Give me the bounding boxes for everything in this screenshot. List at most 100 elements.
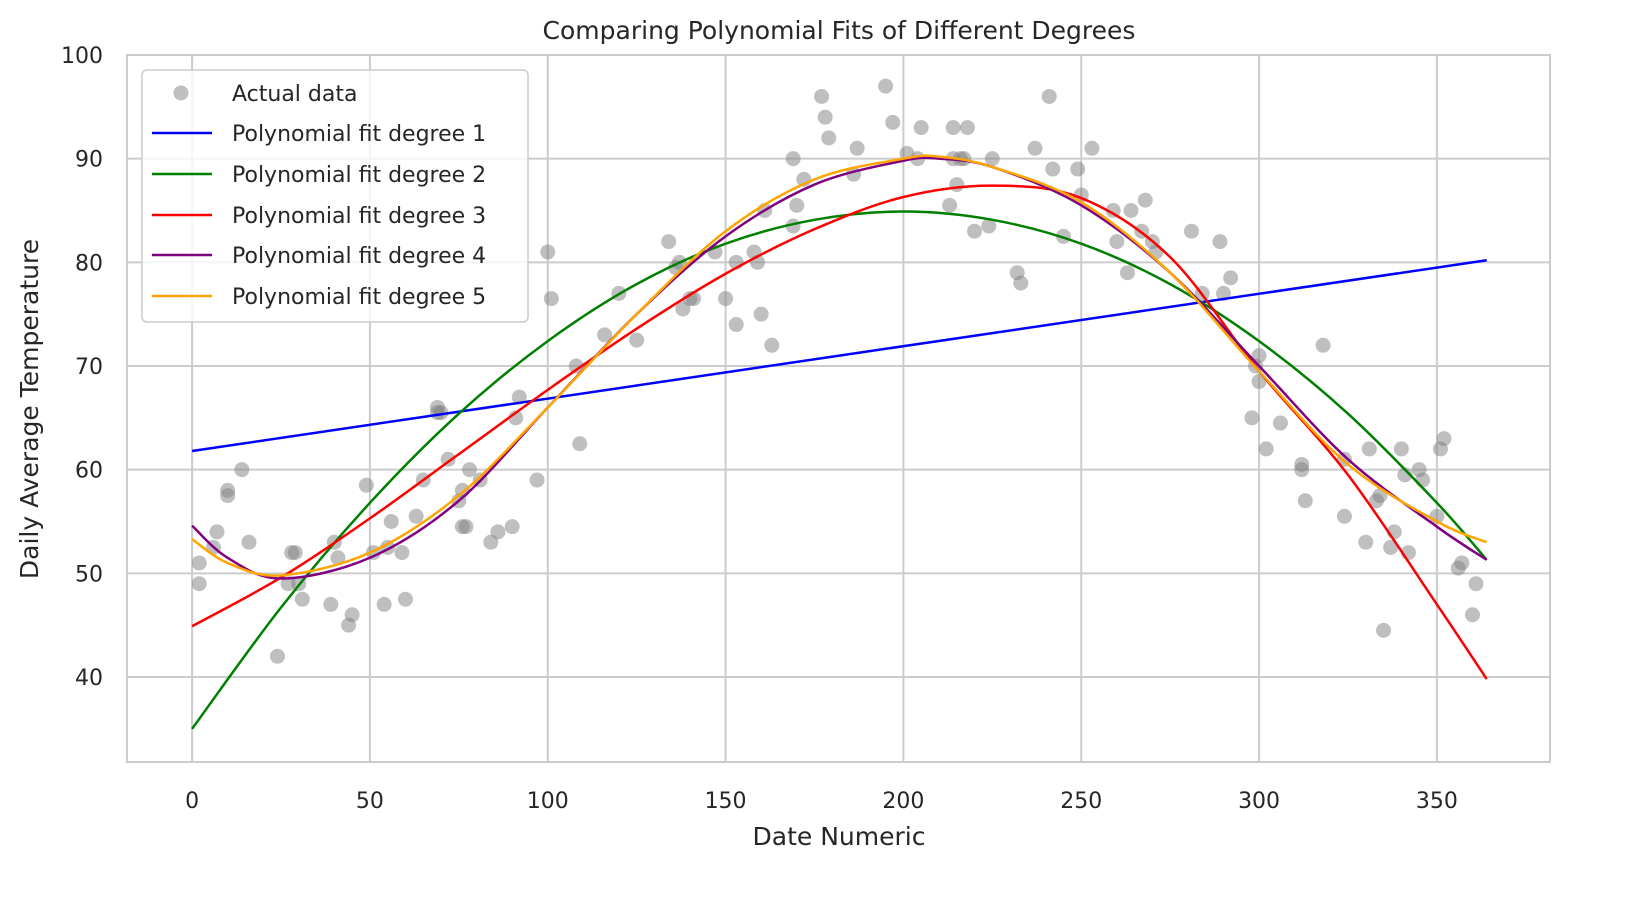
data-point bbox=[1272, 415, 1288, 431]
data-point bbox=[1464, 607, 1480, 623]
x-tick-label: 350 bbox=[1416, 789, 1458, 814]
y-tick-label: 100 bbox=[61, 44, 103, 69]
fit-line-degree-4 bbox=[191, 156, 1488, 580]
data-point bbox=[1223, 270, 1239, 286]
data-point bbox=[764, 337, 780, 353]
x-tick-label: 50 bbox=[356, 789, 384, 814]
chart-title: Comparing Polynomial Fits of Different D… bbox=[543, 16, 1136, 45]
data-point bbox=[1436, 431, 1452, 447]
data-point bbox=[967, 223, 983, 239]
fit-line-degree-1 bbox=[191, 259, 1487, 453]
data-point bbox=[540, 244, 556, 260]
data-point bbox=[1297, 493, 1313, 509]
legend-label-degree-1: Polynomial fit degree 1 bbox=[232, 122, 486, 147]
x-axis-label: Date Numeric bbox=[753, 822, 926, 851]
y-tick-label: 90 bbox=[75, 148, 103, 173]
fit-lines bbox=[191, 154, 1488, 730]
data-point bbox=[191, 576, 207, 592]
x-tick-label: 250 bbox=[1060, 789, 1102, 814]
data-point bbox=[1361, 441, 1377, 457]
fit-line-degree-3 bbox=[191, 184, 1488, 680]
legend-label-degree-4: Polynomial fit degree 4 bbox=[232, 244, 486, 269]
data-point bbox=[572, 436, 588, 452]
data-point bbox=[1109, 234, 1125, 250]
data-point bbox=[408, 508, 424, 524]
legend-marker-actual-data bbox=[173, 85, 189, 101]
data-point bbox=[1084, 140, 1100, 156]
data-point bbox=[376, 596, 392, 612]
data-point bbox=[383, 513, 399, 529]
data-point bbox=[458, 519, 474, 535]
x-tick-label: 150 bbox=[705, 789, 747, 814]
plot-frame bbox=[126, 54, 1551, 763]
data-point bbox=[1216, 285, 1232, 301]
data-point bbox=[1070, 161, 1086, 177]
y-tick-label: 50 bbox=[75, 562, 103, 587]
data-point bbox=[878, 78, 894, 94]
data-point bbox=[885, 114, 901, 130]
data-point bbox=[945, 120, 961, 136]
data-point bbox=[220, 488, 236, 504]
data-point bbox=[234, 462, 250, 478]
data-point bbox=[344, 607, 360, 623]
data-point bbox=[209, 524, 225, 540]
data-point bbox=[785, 151, 801, 167]
data-point bbox=[1013, 275, 1029, 291]
data-point bbox=[397, 591, 413, 607]
data-point bbox=[1244, 410, 1260, 426]
data-point bbox=[440, 451, 456, 467]
data-point bbox=[191, 555, 207, 571]
data-point bbox=[1212, 234, 1228, 250]
data-point bbox=[323, 596, 339, 612]
data-point bbox=[981, 218, 997, 234]
data-point bbox=[949, 177, 965, 193]
data-point bbox=[504, 519, 520, 535]
data-point bbox=[753, 306, 769, 322]
data-point bbox=[529, 472, 545, 488]
data-point bbox=[814, 88, 830, 104]
data-point bbox=[358, 477, 374, 493]
data-point bbox=[490, 524, 506, 540]
data-point bbox=[597, 327, 613, 343]
data-point bbox=[984, 151, 1000, 167]
data-point bbox=[1183, 223, 1199, 239]
y-tick-label: 70 bbox=[75, 355, 103, 380]
data-point bbox=[280, 576, 296, 592]
data-point bbox=[462, 462, 478, 478]
y-axis-label: Daily Average Temperature bbox=[15, 239, 44, 579]
x-tick-label: 0 bbox=[185, 789, 199, 814]
data-point bbox=[728, 317, 744, 333]
data-point bbox=[568, 358, 584, 374]
data-point bbox=[718, 291, 734, 307]
legend-label-degree-5: Polynomial fit degree 5 bbox=[232, 285, 486, 310]
data-point bbox=[294, 591, 310, 607]
data-point bbox=[817, 109, 833, 125]
data-point bbox=[543, 291, 559, 307]
data-point bbox=[1041, 88, 1057, 104]
data-point bbox=[1397, 467, 1413, 483]
data-point bbox=[959, 120, 975, 136]
legend-label-degree-2: Polynomial fit degree 2 bbox=[232, 163, 486, 188]
data-point bbox=[1251, 348, 1267, 364]
data-point bbox=[1393, 441, 1409, 457]
data-point bbox=[1119, 265, 1135, 281]
data-point bbox=[287, 545, 303, 561]
data-point bbox=[629, 332, 645, 348]
data-point bbox=[1251, 374, 1267, 390]
data-point bbox=[1105, 202, 1121, 218]
data-point bbox=[1468, 576, 1484, 592]
fit-line-degree-2 bbox=[191, 210, 1488, 730]
legend-label-degree-3: Polynomial fit degree 3 bbox=[232, 204, 486, 229]
data-point bbox=[241, 534, 257, 550]
data-point bbox=[1454, 555, 1470, 571]
data-point bbox=[1045, 161, 1061, 177]
data-point bbox=[1137, 192, 1153, 208]
data-point bbox=[821, 130, 837, 146]
data-point bbox=[394, 545, 410, 561]
data-point bbox=[330, 550, 346, 566]
data-point bbox=[1294, 462, 1310, 478]
y-tick-label: 80 bbox=[75, 251, 103, 276]
data-point bbox=[433, 405, 449, 421]
x-tick-label: 100 bbox=[527, 789, 569, 814]
